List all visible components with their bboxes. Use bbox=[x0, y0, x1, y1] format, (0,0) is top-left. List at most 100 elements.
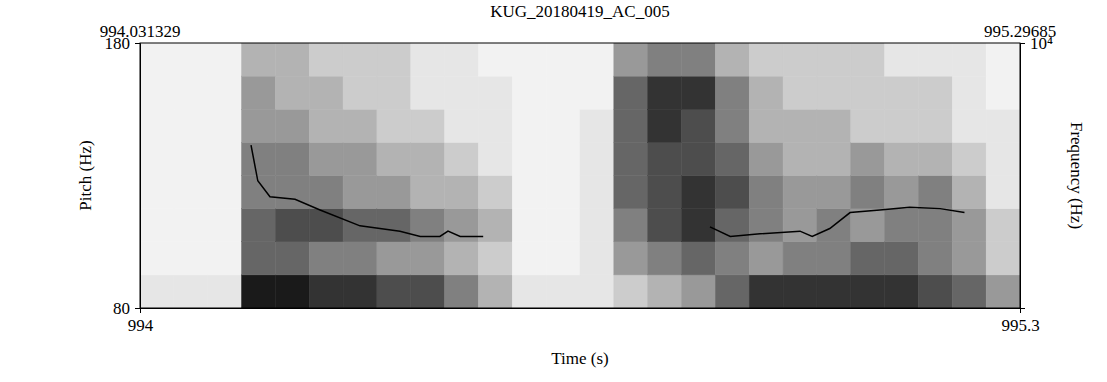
spectrogram-cell bbox=[918, 142, 952, 175]
spectrogram-cell bbox=[952, 209, 986, 242]
spectrogram-cell bbox=[715, 176, 749, 209]
spectrogram-cell bbox=[478, 76, 512, 109]
spectrogram-cell bbox=[986, 242, 1020, 275]
spectrogram-cell bbox=[682, 176, 716, 209]
spectrogram-cell bbox=[715, 76, 749, 109]
tick-mark bbox=[135, 43, 140, 44]
spectrogram-cell bbox=[445, 242, 479, 275]
spectrogram-cell bbox=[343, 275, 377, 308]
spectrogram-cell bbox=[749, 209, 783, 242]
tick: 994 bbox=[128, 308, 154, 335]
spectrogram-cell bbox=[445, 275, 479, 308]
spectrogram-cell bbox=[275, 209, 309, 242]
spectrogram-cell bbox=[851, 43, 885, 76]
spectrogram-cell bbox=[648, 142, 682, 175]
spectrogram-cell bbox=[208, 209, 242, 242]
spectrogram-cell bbox=[580, 176, 614, 209]
spectrogram-cell bbox=[546, 209, 580, 242]
spectrogram-cell bbox=[986, 43, 1020, 76]
spectrogram-cell bbox=[749, 275, 783, 308]
spectrogram-cell bbox=[749, 242, 783, 275]
spectrogram-cell bbox=[445, 109, 479, 142]
spectrogram-cell bbox=[411, 43, 445, 76]
spectrogram-cell bbox=[715, 142, 749, 175]
x-axis: 994995.3 bbox=[128, 308, 1040, 335]
spectrogram-cell bbox=[343, 176, 377, 209]
spectrogram-cell bbox=[546, 142, 580, 175]
spectrogram-cell bbox=[918, 43, 952, 76]
spectrogram-cell bbox=[140, 275, 174, 308]
spectrogram-cell bbox=[275, 43, 309, 76]
spectrogram-cell bbox=[885, 76, 919, 109]
spectrogram-cell bbox=[580, 109, 614, 142]
selection-end: 995.29685 bbox=[984, 22, 1056, 41]
spectrogram-cell bbox=[952, 242, 986, 275]
spectrogram-cell bbox=[783, 109, 817, 142]
spectrogram-cell bbox=[275, 275, 309, 308]
spectrogram-cell bbox=[512, 76, 546, 109]
spectrogram-cell bbox=[275, 242, 309, 275]
spectrogram-cell bbox=[614, 209, 648, 242]
spectrogram-cell bbox=[546, 109, 580, 142]
spectrogram-cell bbox=[208, 76, 242, 109]
spectrogram-cell bbox=[445, 76, 479, 109]
spectrogram-cell bbox=[783, 142, 817, 175]
spectrogram-cell bbox=[952, 43, 986, 76]
spectrogram-cell bbox=[783, 275, 817, 308]
spectrogram-cell bbox=[174, 275, 208, 308]
spectrogram-cell bbox=[817, 142, 851, 175]
spectrogram-cell bbox=[411, 275, 445, 308]
spectrogram-cell bbox=[885, 176, 919, 209]
spectrogram-cell bbox=[580, 209, 614, 242]
spectrogram-cell bbox=[343, 142, 377, 175]
spectrogram-cell bbox=[309, 242, 343, 275]
spectrogram-cell bbox=[140, 109, 174, 142]
spectrogram-cell bbox=[208, 242, 242, 275]
spectrogram-cell bbox=[952, 275, 986, 308]
spectrogram-cell bbox=[682, 242, 716, 275]
chart: 994995.38018010⁴KUG_20180419_AC_005994.0… bbox=[0, 0, 1107, 382]
tick-label: 80 bbox=[113, 299, 130, 318]
spectrogram-cell bbox=[275, 76, 309, 109]
spectrogram-cell bbox=[377, 242, 411, 275]
spectrogram-cell bbox=[174, 109, 208, 142]
spectrogram-cell bbox=[512, 43, 546, 76]
spectrogram-cell bbox=[411, 142, 445, 175]
spectrogram-cell bbox=[885, 209, 919, 242]
spectrogram-cell bbox=[174, 43, 208, 76]
spectrogram-cell bbox=[885, 275, 919, 308]
spectrogram-cell bbox=[885, 109, 919, 142]
spectrogram-cell bbox=[377, 209, 411, 242]
spectrogram-cell bbox=[478, 43, 512, 76]
spectrogram-cell bbox=[309, 76, 343, 109]
spectrogram-cell bbox=[749, 176, 783, 209]
spectrogram-cell bbox=[478, 176, 512, 209]
plot-area bbox=[140, 43, 1020, 308]
spectrogram-cell bbox=[614, 109, 648, 142]
spectrogram-cell bbox=[614, 76, 648, 109]
spectrogram-cell bbox=[749, 76, 783, 109]
spectrogram-cell bbox=[749, 43, 783, 76]
spectrogram-cell bbox=[174, 142, 208, 175]
spectrogram-cell bbox=[445, 142, 479, 175]
spectrogram-cell bbox=[445, 43, 479, 76]
spectrogram-cell bbox=[174, 209, 208, 242]
spectrogram-cell bbox=[614, 142, 648, 175]
plot-frame bbox=[140, 43, 1020, 308]
axis-line bbox=[141, 309, 1021, 314]
background bbox=[0, 0, 1107, 382]
spectrogram-cell bbox=[614, 275, 648, 308]
spectrogram-cell bbox=[918, 209, 952, 242]
spectrogram-cell bbox=[817, 242, 851, 275]
spectrogram-cell bbox=[580, 43, 614, 76]
spectrogram-cell bbox=[478, 209, 512, 242]
spectrogram-cell bbox=[478, 109, 512, 142]
spectrogram-cell bbox=[851, 76, 885, 109]
spectrogram-cell bbox=[783, 176, 817, 209]
spectrogram-cell bbox=[614, 43, 648, 76]
spectrogram-cell bbox=[343, 242, 377, 275]
spectrogram-cell bbox=[140, 142, 174, 175]
spectrogram-cell bbox=[682, 275, 716, 308]
spectrogram-cell bbox=[275, 142, 309, 175]
spectrogram-cell bbox=[817, 275, 851, 308]
